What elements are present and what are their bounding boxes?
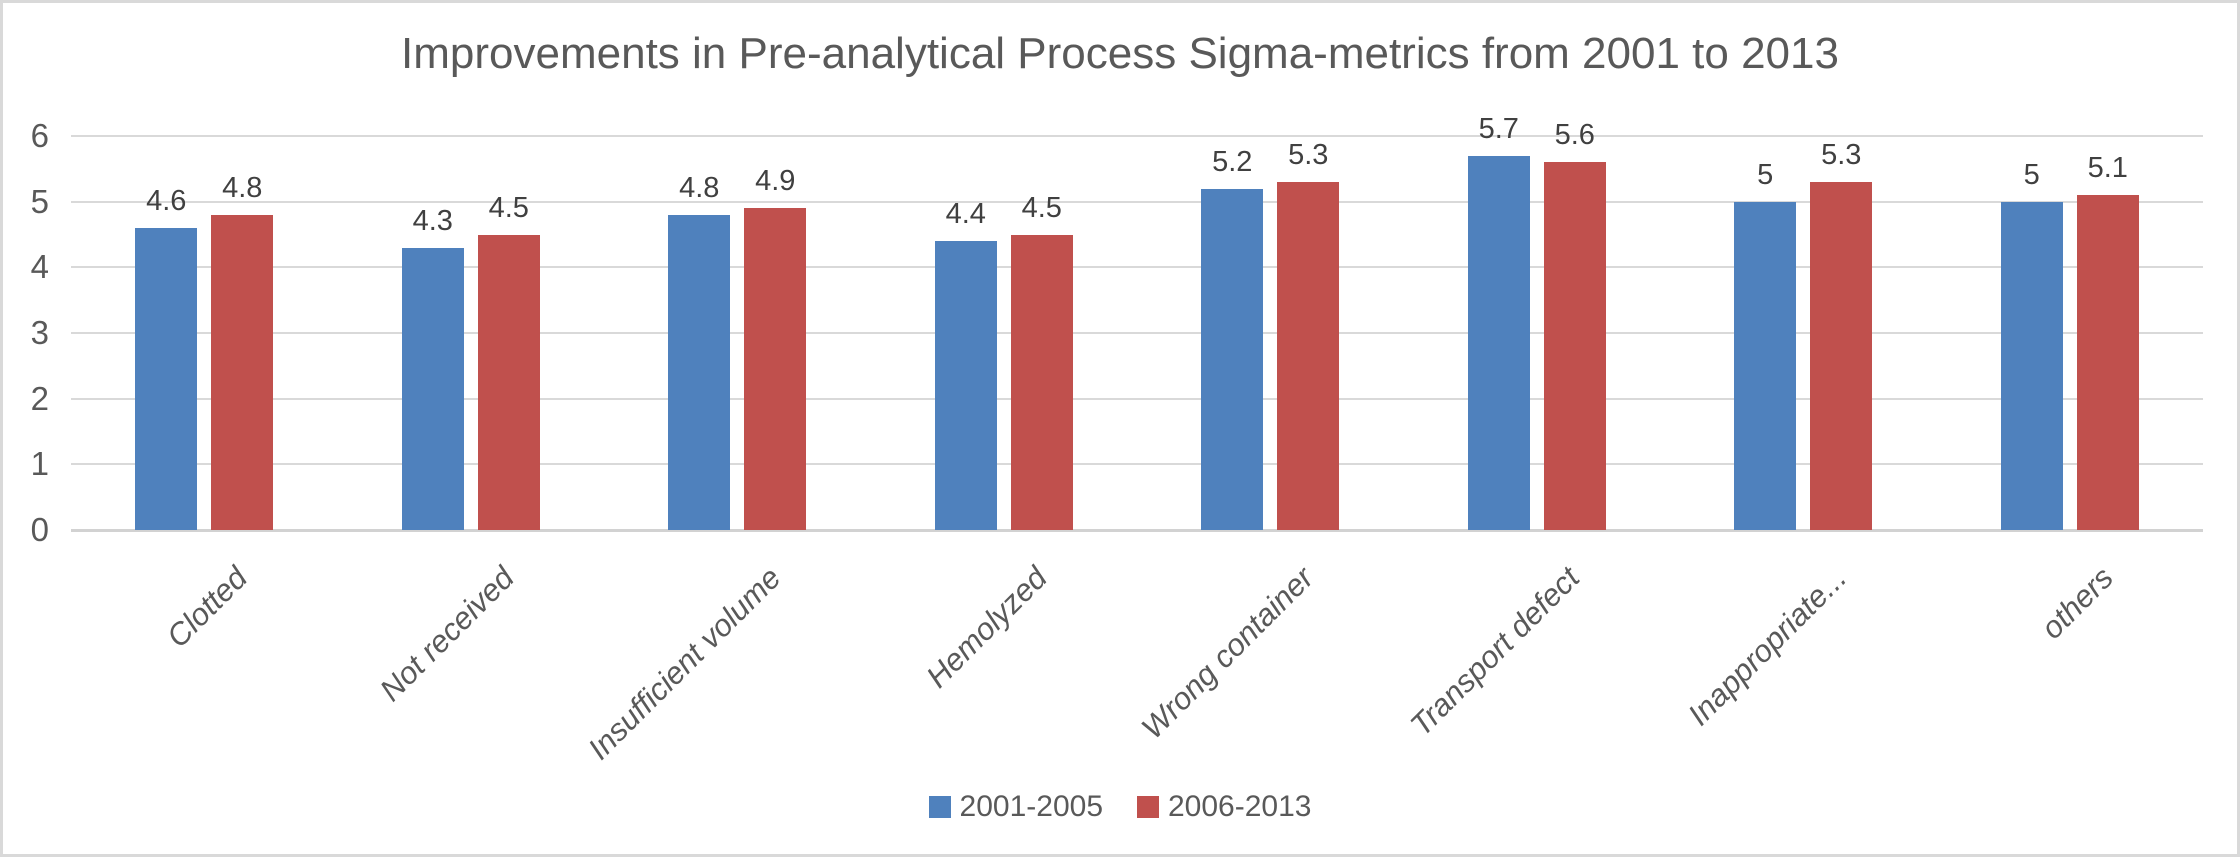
legend-label-2001-2005: 2001-2005 <box>959 790 1103 823</box>
value-label-2006-2013-wrong-container: 5.3 <box>1288 138 1329 171</box>
legend: 2001-2005 2006-2013 <box>3 790 2237 824</box>
category-group-inappropriate: 5 5.3 Inappropriate... <box>1670 136 1937 732</box>
value-label-2006-2013-not-received: 4.5 <box>488 191 529 224</box>
y-tick-label-6: 6 <box>30 117 49 154</box>
bar-2006-2013-insufficient-volume <box>744 208 807 530</box>
chart-title: Improvements in Pre-analytical Process S… <box>401 29 1839 78</box>
plot-area: 4.6 4.8 Clotted 4.3 4.5 Not received 4.8 4.9 Ins… <box>71 113 2204 766</box>
bar-2001-2005-inappropriate <box>1734 201 1797 530</box>
category-group-others: 5 5.1 others <box>1937 136 2204 646</box>
bar-2006-2013-others <box>2076 195 2139 530</box>
bar-2001-2005-not-received <box>401 247 464 530</box>
gridline-6 <box>71 135 2203 137</box>
bar-2006-2013-wrong-container <box>1277 181 1340 530</box>
category-group-not-received: 4.3 4.5 Not received <box>338 136 605 708</box>
bar-2006-2013-clotted <box>211 214 274 530</box>
legend-item-2006-2013: 2006-2013 <box>1137 790 1311 824</box>
bar-2001-2005-hemolyzed <box>934 241 997 530</box>
value-label-2001-2005-hemolyzed: 4.4 <box>945 198 986 231</box>
category-label-clotted: Clotted <box>159 560 254 655</box>
category-label-transport-defect: Transport defect <box>1403 560 1587 743</box>
value-label-2001-2005-not-received: 4.3 <box>412 204 453 237</box>
bar-2006-2013-transport-defect <box>1543 162 1606 530</box>
value-label-2001-2005-wrong-container: 5.2 <box>1212 145 1253 178</box>
category-group-wrong-container: 5.2 5.3 Wrong container <box>1134 136 1404 746</box>
x-axis-line <box>71 529 2203 532</box>
y-axis: 0 1 2 3 4 5 6 <box>3 117 49 548</box>
value-label-2001-2005-transport-defect: 5.7 <box>1478 112 1519 145</box>
gridline-4 <box>71 266 2203 269</box>
value-label-2001-2005-insufficient-volume: 4.8 <box>679 171 720 204</box>
value-label-2006-2013-clotted: 4.8 <box>222 171 263 204</box>
category-label-hemolyzed: Hemolyzed <box>919 560 1054 695</box>
legend-label-2006-2013: 2006-2013 <box>1168 790 1312 823</box>
value-label-2006-2013-transport-defect: 5.6 <box>1554 119 1595 152</box>
bar-2001-2005-clotted <box>135 227 198 530</box>
gridline-2 <box>71 397 2203 400</box>
y-tick-label-3: 3 <box>30 314 49 351</box>
y-tick-label-2: 2 <box>30 379 49 417</box>
category-label-not-received: Not received <box>372 560 521 708</box>
value-label-2006-2013-others: 5.1 <box>2087 152 2128 185</box>
bar-2006-2013-not-received <box>477 234 540 530</box>
legend-swatch-2001-2005 <box>928 796 951 818</box>
category-label-insufficient-volume: Insufficient volume <box>580 560 787 767</box>
gridline-3 <box>71 332 2203 334</box>
value-label-2001-2005-inappropriate: 5 <box>1757 158 1774 191</box>
bar-2006-2013-inappropriate <box>1810 181 1873 530</box>
bar-2006-2013-hemolyzed <box>1010 234 1073 530</box>
category-group-clotted: 4.6 4.8 Clotted <box>71 136 338 654</box>
gridline-5 <box>71 200 2203 203</box>
category-label-inappropriate: Inappropriate... <box>1680 560 1853 733</box>
value-label-2006-2013-insufficient-volume: 4.9 <box>755 165 796 198</box>
gridline-1 <box>71 463 2203 466</box>
bar-2001-2005-transport-defect <box>1467 155 1530 530</box>
value-label-2001-2005-clotted: 4.6 <box>146 184 187 217</box>
legend-item-2001-2005: 2001-2005 <box>928 790 1103 824</box>
y-tick-label-4: 4 <box>30 248 49 286</box>
y-tick-label-1: 1 <box>30 445 49 483</box>
category-label-wrong-container: Wrong container <box>1134 560 1320 746</box>
y-tick-label-5: 5 <box>30 182 49 220</box>
bar-2001-2005-others <box>2000 201 2063 530</box>
category-group-insufficient-volume: 4.8 4.9 Insufficient volume <box>581 136 871 766</box>
bar-2001-2005-insufficient-volume <box>668 214 731 530</box>
value-label-2001-2005-others: 5 <box>2023 158 2040 191</box>
category-label-others: others <box>2033 560 2120 646</box>
category-group-hemolyzed: 4.4 4.5 Hemolyzed <box>871 136 1138 694</box>
category-group-transport-defect: 5.7 5.6 Transport defect <box>1404 113 1671 743</box>
bar-2001-2005-wrong-container <box>1201 188 1264 530</box>
value-label-2006-2013-inappropriate: 5.3 <box>1821 138 1862 171</box>
y-tick-label-0: 0 <box>30 511 49 548</box>
value-label-2006-2013-hemolyzed: 4.5 <box>1021 191 1062 224</box>
legend-swatch-2006-2013 <box>1137 796 1159 818</box>
